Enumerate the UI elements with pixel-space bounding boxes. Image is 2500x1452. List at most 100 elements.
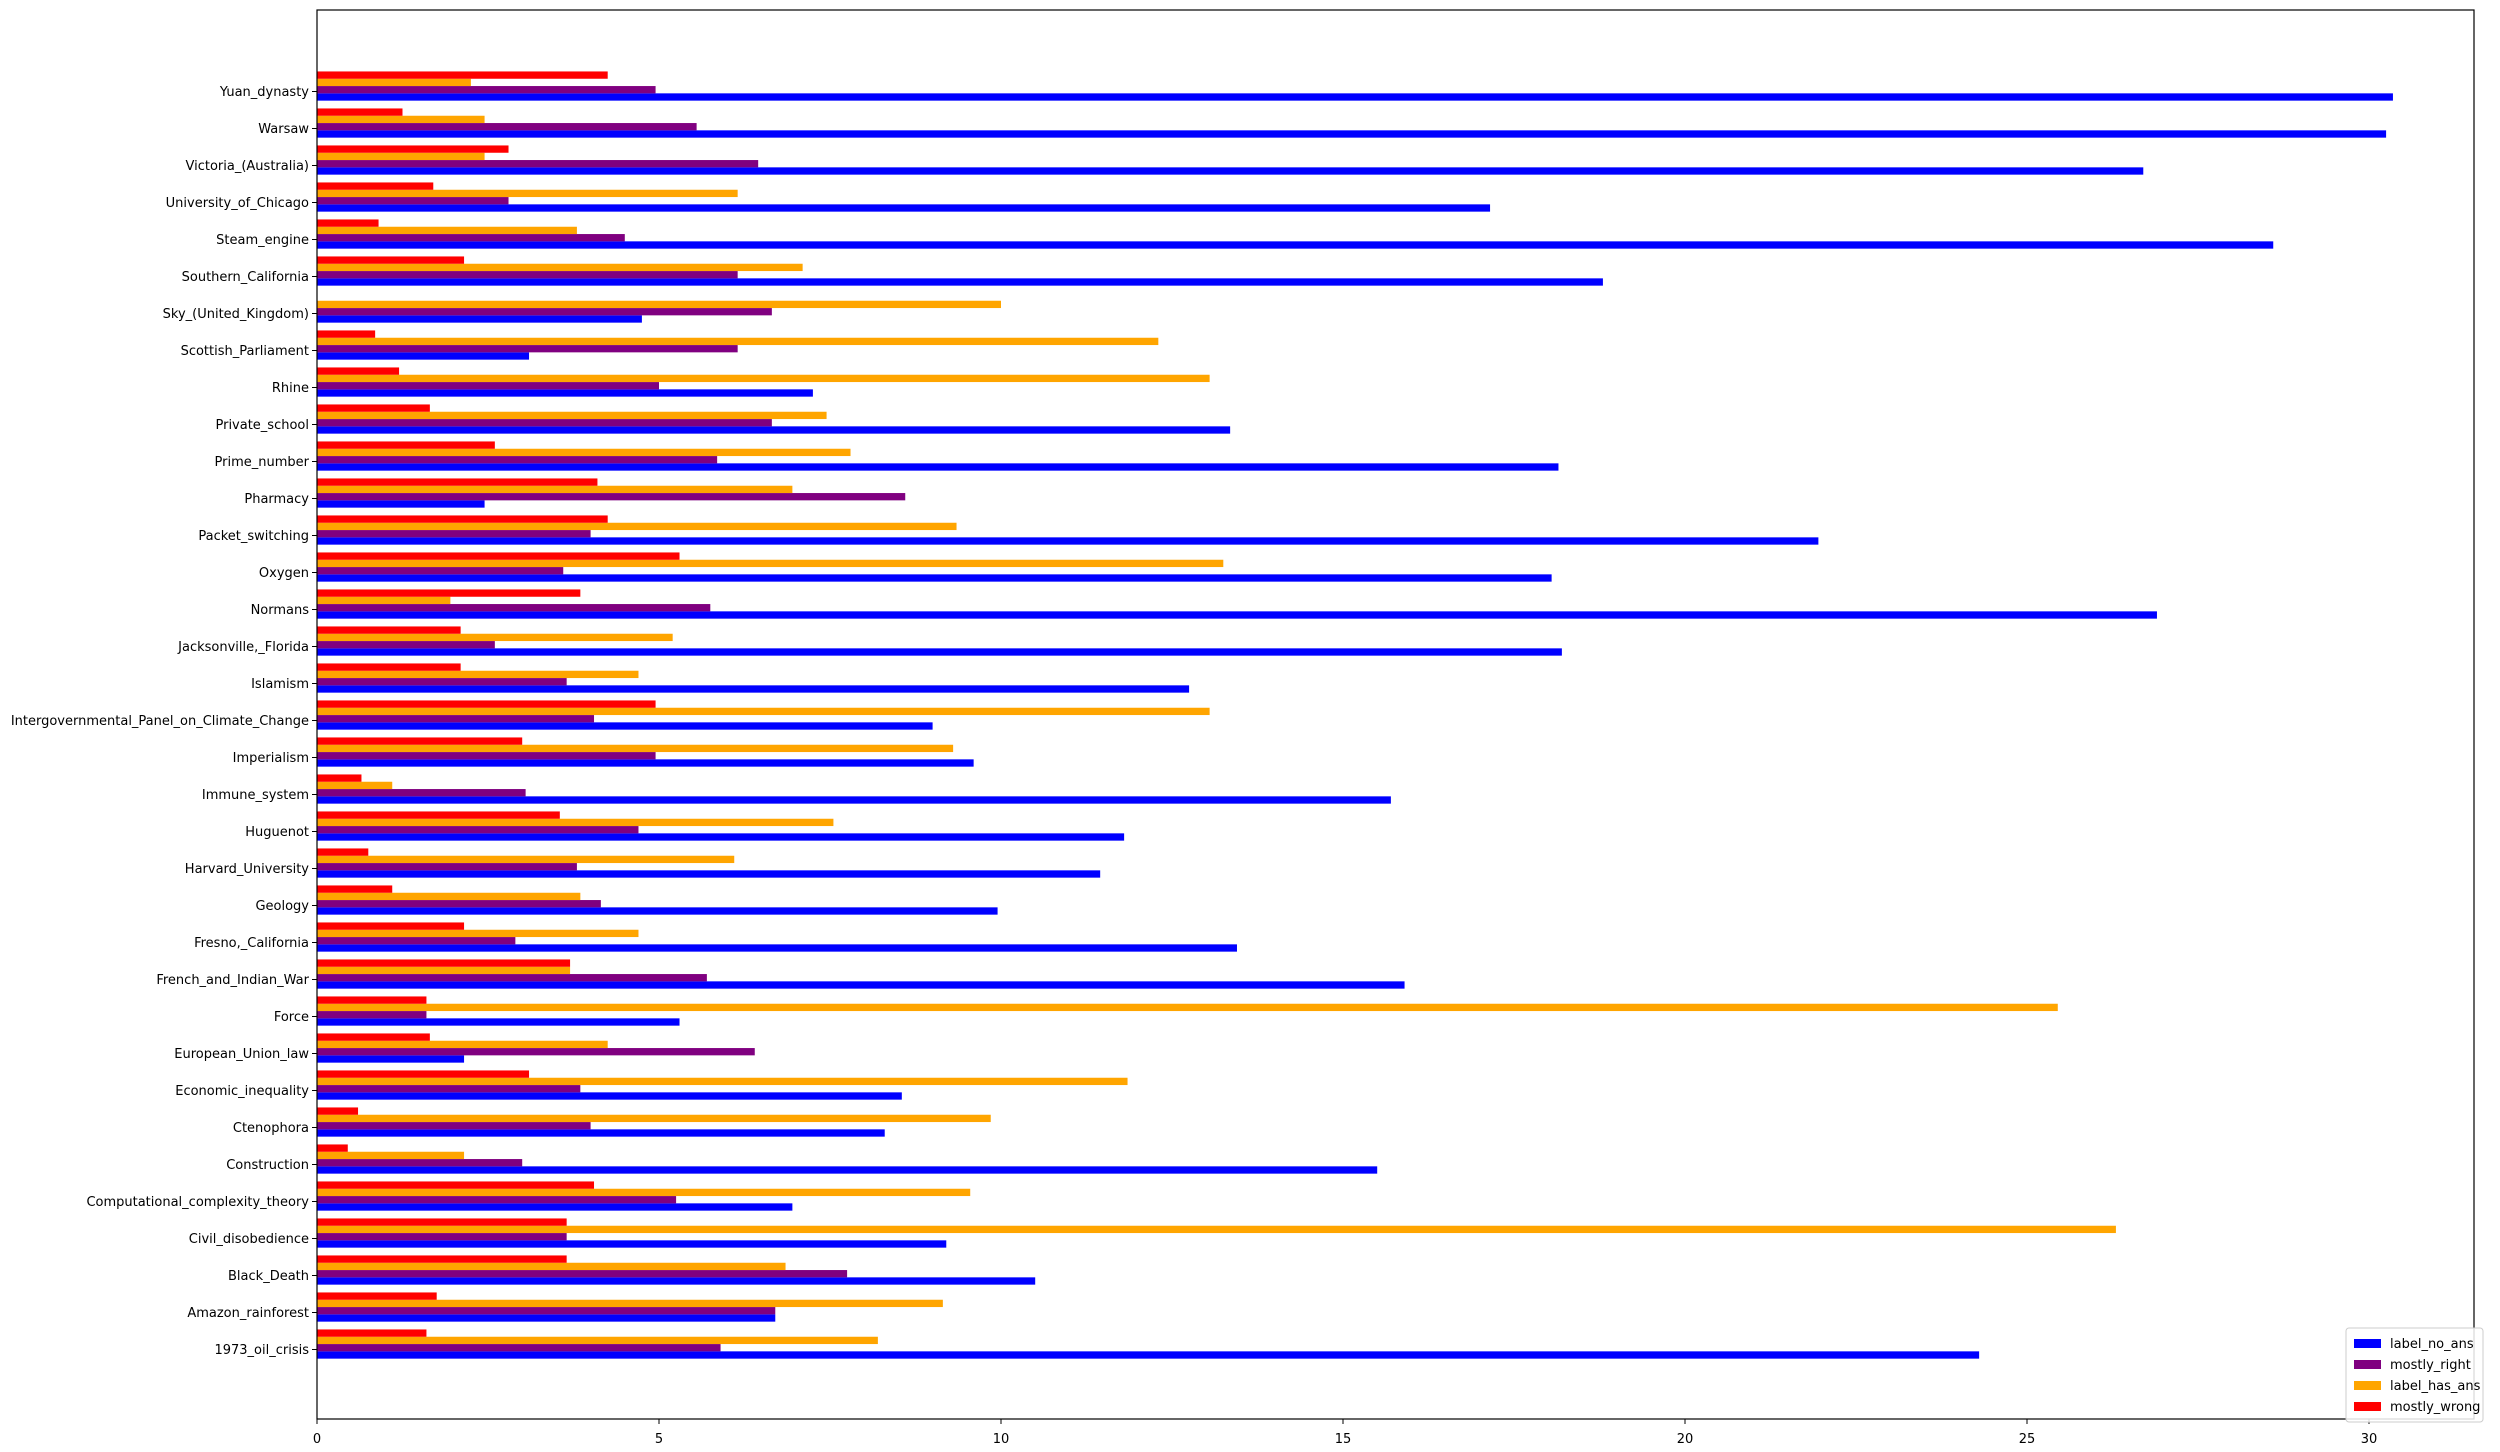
bar-label_has_ans-Islamism [317, 670, 639, 679]
y-tick-label: Immune_system [202, 788, 309, 803]
bar-label_no_ans-Sky_(United_Kingdom) [317, 315, 642, 323]
y-tick-label: Victoria_(Australia) [186, 159, 310, 174]
legend-swatch-label_has_ans [2354, 1381, 2381, 1390]
x-tick-label: 5 [655, 1432, 663, 1447]
bar-label_no_ans-Harvard_University [317, 870, 1101, 878]
legend-swatch-label_no_ans [2354, 1339, 2381, 1348]
bar-label_no_ans-French_and_Indian_War [317, 981, 1405, 989]
bar-label_has_ans-Construction [317, 1151, 465, 1160]
bar-mostly_right-Packet_switching [317, 530, 591, 538]
legend-swatch-mostly_right [2354, 1360, 2381, 1369]
bar-label_no_ans-Civil_disobedience [317, 1240, 947, 1248]
legend-label-label_no_ans: label_no_ans [2390, 1337, 2474, 1352]
bar-label_has_ans-Immune_system [317, 781, 393, 790]
bar-label_has_ans-Huguenot [317, 818, 834, 827]
y-tick-label: Computational_complexity_theory [86, 1195, 309, 1210]
bar-label_has_ans-Intergovernmental_Panel_on_Climate_Change [317, 707, 1210, 716]
bar-label_no_ans-Oxygen [317, 574, 1552, 582]
bar-mostly_right-Huguenot [317, 826, 639, 834]
y-tick-label: Steam_engine [216, 233, 309, 248]
bar-label_has_ans-Victoria_(Australia) [317, 152, 485, 161]
bar-mostly_right-Fresno,_California [317, 937, 516, 945]
bar-label_no_ans-Intergovernmental_Panel_on_Climate_Change [317, 722, 933, 730]
bar-label_no_ans-Steam_engine [317, 241, 2274, 249]
bar-label_no_ans-Economic_inequality [317, 1092, 902, 1100]
bar-mostly_right-Ctenophora [317, 1122, 591, 1130]
legend-label-mostly_wrong: mostly_wrong [2390, 1400, 2480, 1415]
y-axis-ticks: 1973_oil_crisis Amazon_rainforest Black_De… [11, 85, 317, 1358]
bar-label_no_ans-Islamism [317, 685, 1190, 693]
bar-mostly_wrong-Imperialism [317, 737, 523, 745]
bar-mostly_right-Victoria_(Australia) [317, 160, 759, 168]
bar-mostly_wrong-Private_school [317, 404, 430, 412]
bar-label_has_ans-European_Union_law [317, 1040, 608, 1049]
y-tick-label: Private_school [215, 418, 309, 433]
y-tick-label: Yuan_dynasty [219, 85, 309, 100]
bar-mostly_wrong-University_of_Chicago [317, 182, 434, 190]
y-tick-label: Oxygen [259, 566, 309, 581]
bar-mostly_right-Private_school [317, 419, 772, 427]
bar-mostly_wrong-Force [317, 996, 427, 1004]
bar-mostly_right-European_Union_law [317, 1048, 755, 1056]
bar-label_has_ans-Jacksonville,_Florida [317, 633, 673, 642]
x-tick-label: 20 [1677, 1432, 1694, 1447]
bar-mostly_right-Force [317, 1011, 427, 1019]
legend: label_no_ans mostly_right label_has_ansmos… [2345, 1327, 2484, 1423]
bar-mostly_right-Scottish_Parliament [317, 345, 738, 353]
bar-mostly_wrong-Prime_number [317, 441, 495, 449]
y-tick-label: Packet_switching [198, 529, 309, 544]
bar-label_has_ans-Warsaw [317, 115, 485, 124]
x-tick-label: 25 [2019, 1432, 2036, 1447]
bar-mostly_wrong-Southern_California [317, 256, 465, 264]
bar-mostly_wrong-Amazon_rainforest [317, 1292, 437, 1300]
bar-label_has_ans-Yuan_dynasty [317, 78, 471, 87]
legend-label-label_has_ans: label_has_ans [2390, 1379, 2481, 1394]
bar-mostly_wrong-Immune_system [317, 774, 362, 782]
bar-mostly_wrong-Ctenophora [317, 1107, 359, 1115]
bar-label_has_ans-Steam_engine [317, 226, 577, 235]
legend-label-mostly_right: mostly_right [2390, 1358, 2471, 1373]
bar-label_no_ans-Yuan_dynasty [317, 93, 2393, 101]
bar-label_has_ans-Ctenophora [317, 1114, 991, 1123]
bar-mostly_wrong-Islamism [317, 663, 461, 671]
y-tick-label: Force [274, 1010, 309, 1025]
bar-mostly_wrong-European_Union_law [317, 1033, 430, 1041]
y-tick-label: Civil_disobedience [189, 1232, 309, 1247]
y-tick-label: 1973_oil_crisis [214, 1343, 309, 1358]
y-tick-label: Prime_number [215, 455, 310, 470]
bar-mostly_right-Immune_system [317, 789, 526, 797]
bar-label_has_ans-Pharmacy [317, 485, 793, 494]
bar-mostly_wrong-Steam_engine [317, 219, 379, 227]
y-tick-label: Imperialism [233, 751, 309, 766]
bar-mostly_right-Prime_number [317, 456, 718, 464]
bar-label_has_ans-Black_Death [317, 1262, 786, 1271]
bar-mostly_right-Amazon_rainforest [317, 1307, 776, 1315]
y-tick-label: Sky_(United_Kingdom) [163, 307, 309, 322]
y-tick-label: Islamism [251, 677, 309, 692]
bar-label_has_ans-Economic_inequality [317, 1077, 1128, 1086]
bar-mostly_right-Rhine [317, 382, 659, 390]
bar-label_no_ans-Scottish_Parliament [317, 352, 530, 360]
bar-label_has_ans-Geology [317, 892, 581, 901]
y-tick-label: Amazon_rainforest [187, 1306, 309, 1321]
bar-mostly_wrong-Economic_inequality [317, 1070, 530, 1078]
x-axis-ticks: 0 5 10 15 20 25 30 [313, 1419, 2377, 1447]
y-tick-label: University_of_Chicago [166, 196, 309, 211]
bar-label_no_ans-Computational_complexity_theory [317, 1203, 793, 1211]
bar-label_has_ans-Amazon_rainforest [317, 1299, 943, 1308]
bar-label_no_ans-University_of_Chicago [317, 204, 1491, 212]
bar-mostly_wrong-Oxygen [317, 552, 680, 560]
bar-label_no_ans-Jacksonville,_Florida [317, 648, 1562, 656]
bar-label_has_ans-Prime_number [317, 448, 851, 457]
bar-label_has_ans-Harvard_University [317, 855, 735, 864]
bars-layer [317, 71, 2393, 1359]
bar-label_no_ans-Fresno,_California [317, 944, 1237, 952]
bar-mostly_right-Warsaw [317, 123, 697, 131]
bar-label_no_ans-Prime_number [317, 463, 1559, 471]
bar-label_no_ans-Normans [317, 611, 2157, 619]
bar-label_no_ans-Amazon_rainforest [317, 1314, 776, 1322]
bar-mostly_wrong-Scottish_Parliament [317, 330, 376, 338]
bar-mostly_wrong-Pharmacy [317, 478, 598, 486]
y-tick-label: Black_Death [228, 1269, 309, 1284]
bar-label_has_ans-Computational_complexity_theory [317, 1188, 971, 1197]
